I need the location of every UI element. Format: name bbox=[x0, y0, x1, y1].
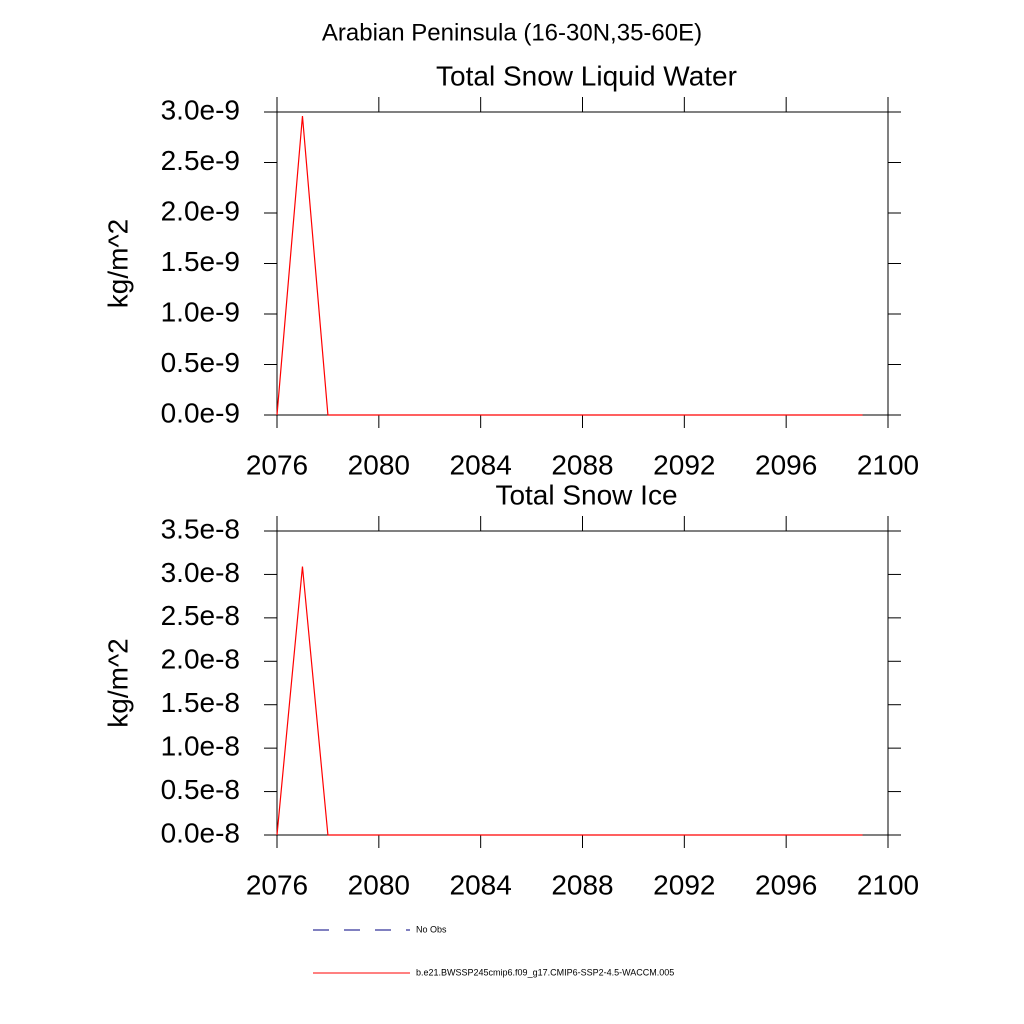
y-tick-label: 1.5e-9 bbox=[161, 246, 240, 277]
x-tick-label: 2076 bbox=[246, 869, 308, 900]
plot-frame bbox=[276, 530, 889, 836]
x-tick-label: 2100 bbox=[857, 869, 919, 900]
y-tick-label: 1.5e-8 bbox=[161, 687, 240, 718]
y-tick-label: 2.5e-8 bbox=[161, 600, 240, 631]
y-tick-label: 0.0e-8 bbox=[161, 817, 240, 848]
y-axis-label: kg/m^2 bbox=[102, 219, 133, 308]
x-tick-label: 2080 bbox=[348, 869, 410, 900]
x-tick-label: 2100 bbox=[857, 449, 919, 480]
chart-title: Total Snow Liquid Water bbox=[436, 60, 737, 91]
y-tick-label: 2.0e-9 bbox=[161, 195, 240, 226]
x-tick-label: 2092 bbox=[653, 449, 715, 480]
suptitle: Arabian Peninsula (16-30N,35-60E) bbox=[322, 19, 702, 46]
x-tick-label: 2096 bbox=[755, 869, 817, 900]
x-tick-label: 2092 bbox=[653, 869, 715, 900]
y-tick-label: 2.5e-9 bbox=[161, 145, 240, 176]
y-tick-label: 0.5e-8 bbox=[161, 774, 240, 805]
y-tick-label: 0.5e-9 bbox=[161, 347, 240, 378]
x-tick-label: 2084 bbox=[450, 869, 512, 900]
plot-frame bbox=[276, 111, 889, 416]
data-line bbox=[276, 566, 863, 836]
x-tick-label: 2088 bbox=[551, 449, 613, 480]
y-tick-label: 1.0e-8 bbox=[161, 731, 240, 762]
y-tick-label: 3.0e-8 bbox=[161, 557, 240, 588]
y-tick-label: 0.0e-9 bbox=[161, 397, 240, 428]
x-tick-label: 2076 bbox=[246, 449, 308, 480]
chart-title: Total Snow Ice bbox=[495, 479, 677, 510]
y-tick-label: 3.5e-8 bbox=[161, 513, 240, 544]
data-line bbox=[276, 115, 863, 416]
legend-label: b.e21.BWSSP245cmip6.f09_g17.CMIP6-SSP2-4… bbox=[416, 967, 674, 977]
y-tick-label: 2.0e-8 bbox=[161, 644, 240, 675]
legend-label: No Obs bbox=[416, 924, 447, 934]
x-tick-label: 2096 bbox=[755, 449, 817, 480]
y-tick-label: 3.0e-9 bbox=[161, 94, 240, 125]
y-axis-label: kg/m^2 bbox=[102, 638, 133, 727]
x-tick-label: 2080 bbox=[348, 449, 410, 480]
x-tick-label: 2084 bbox=[450, 449, 512, 480]
x-tick-label: 2088 bbox=[551, 869, 613, 900]
y-tick-label: 1.0e-9 bbox=[161, 296, 240, 327]
